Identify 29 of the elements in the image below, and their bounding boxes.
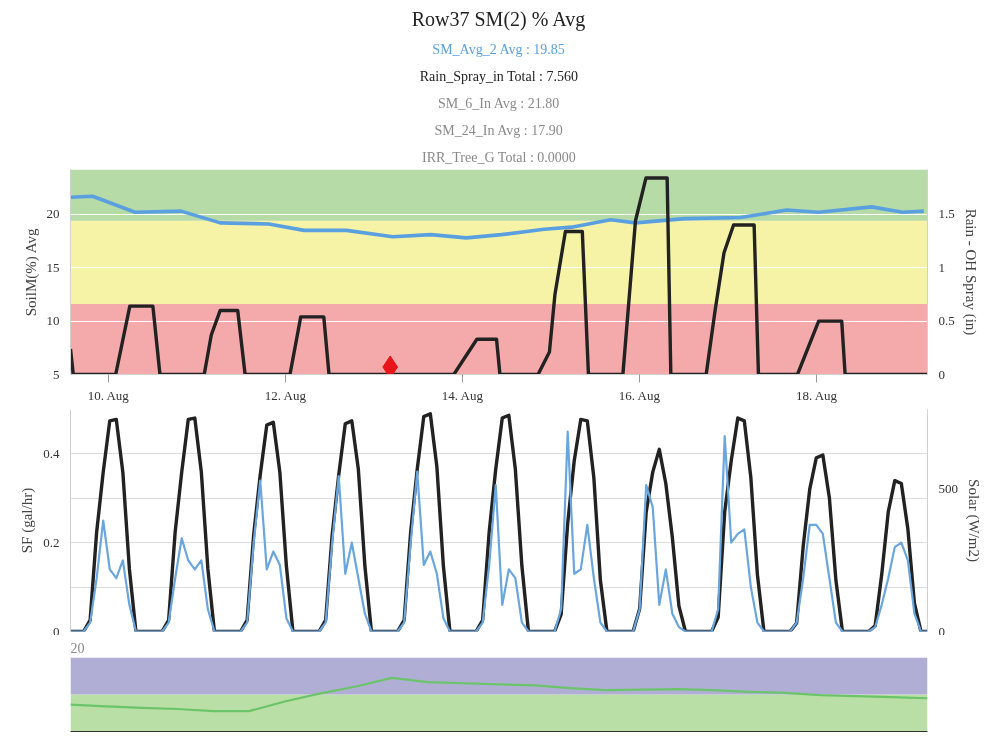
x-tick-label: 18. Aug — [795, 387, 838, 403]
y2-axis-title: Solar (W/m2) — [965, 479, 982, 562]
chart-title: Row37 SM(2) % Avg — [411, 7, 586, 31]
y-tick-label: 5 — [53, 366, 60, 382]
y-tick-label: 15 — [46, 259, 60, 275]
y-tick-label: 0 — [53, 623, 60, 639]
text: SM_Avg_2 Avg : 19.85 — [432, 41, 565, 57]
y-axis-title: SoilM(%) Avg — [22, 228, 40, 317]
y2-axis-title: Rain - OH Spray (in) — [961, 208, 979, 336]
y2-tick-label: 0 — [938, 623, 945, 639]
y-tick-label: 10 — [46, 313, 60, 329]
x-tick-label: 10. Aug — [87, 387, 130, 403]
y-tick-label: 0.4 — [43, 445, 60, 461]
y-axis-title: SF (gal/hr) — [19, 487, 37, 554]
text: 20 — [70, 640, 85, 656]
x-tick-label: 12. Aug — [264, 387, 307, 403]
x-tick-label: 16. Aug — [618, 387, 661, 403]
text: Rain_Spray_in Total : 7.560 — [419, 68, 578, 84]
text: IRR_Tree_G Total : 0.0000 — [421, 149, 576, 165]
y2-tick-label: 500 — [938, 481, 958, 497]
y2-tick-label: 0 — [938, 366, 945, 382]
x-tick-label: 14. Aug — [441, 387, 484, 403]
text: SM_24_In Avg : 17.90 — [434, 122, 563, 138]
y2-tick-label: 1 — [938, 259, 945, 275]
y2-tick-label: 1.5 — [938, 206, 955, 222]
text: SM_6_In Avg : 21.80 — [438, 95, 560, 111]
y-tick-label: 20 — [46, 206, 60, 222]
y2-tick-label: 0.5 — [938, 313, 955, 329]
y-tick-label: 0.2 — [43, 534, 60, 550]
